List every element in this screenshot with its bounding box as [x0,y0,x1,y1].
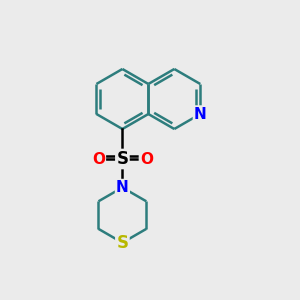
Text: O: O [140,152,153,166]
Text: O: O [92,152,105,166]
Text: N: N [116,180,129,195]
Text: S: S [116,234,128,252]
Text: S: S [116,150,128,168]
Text: N: N [194,106,207,122]
